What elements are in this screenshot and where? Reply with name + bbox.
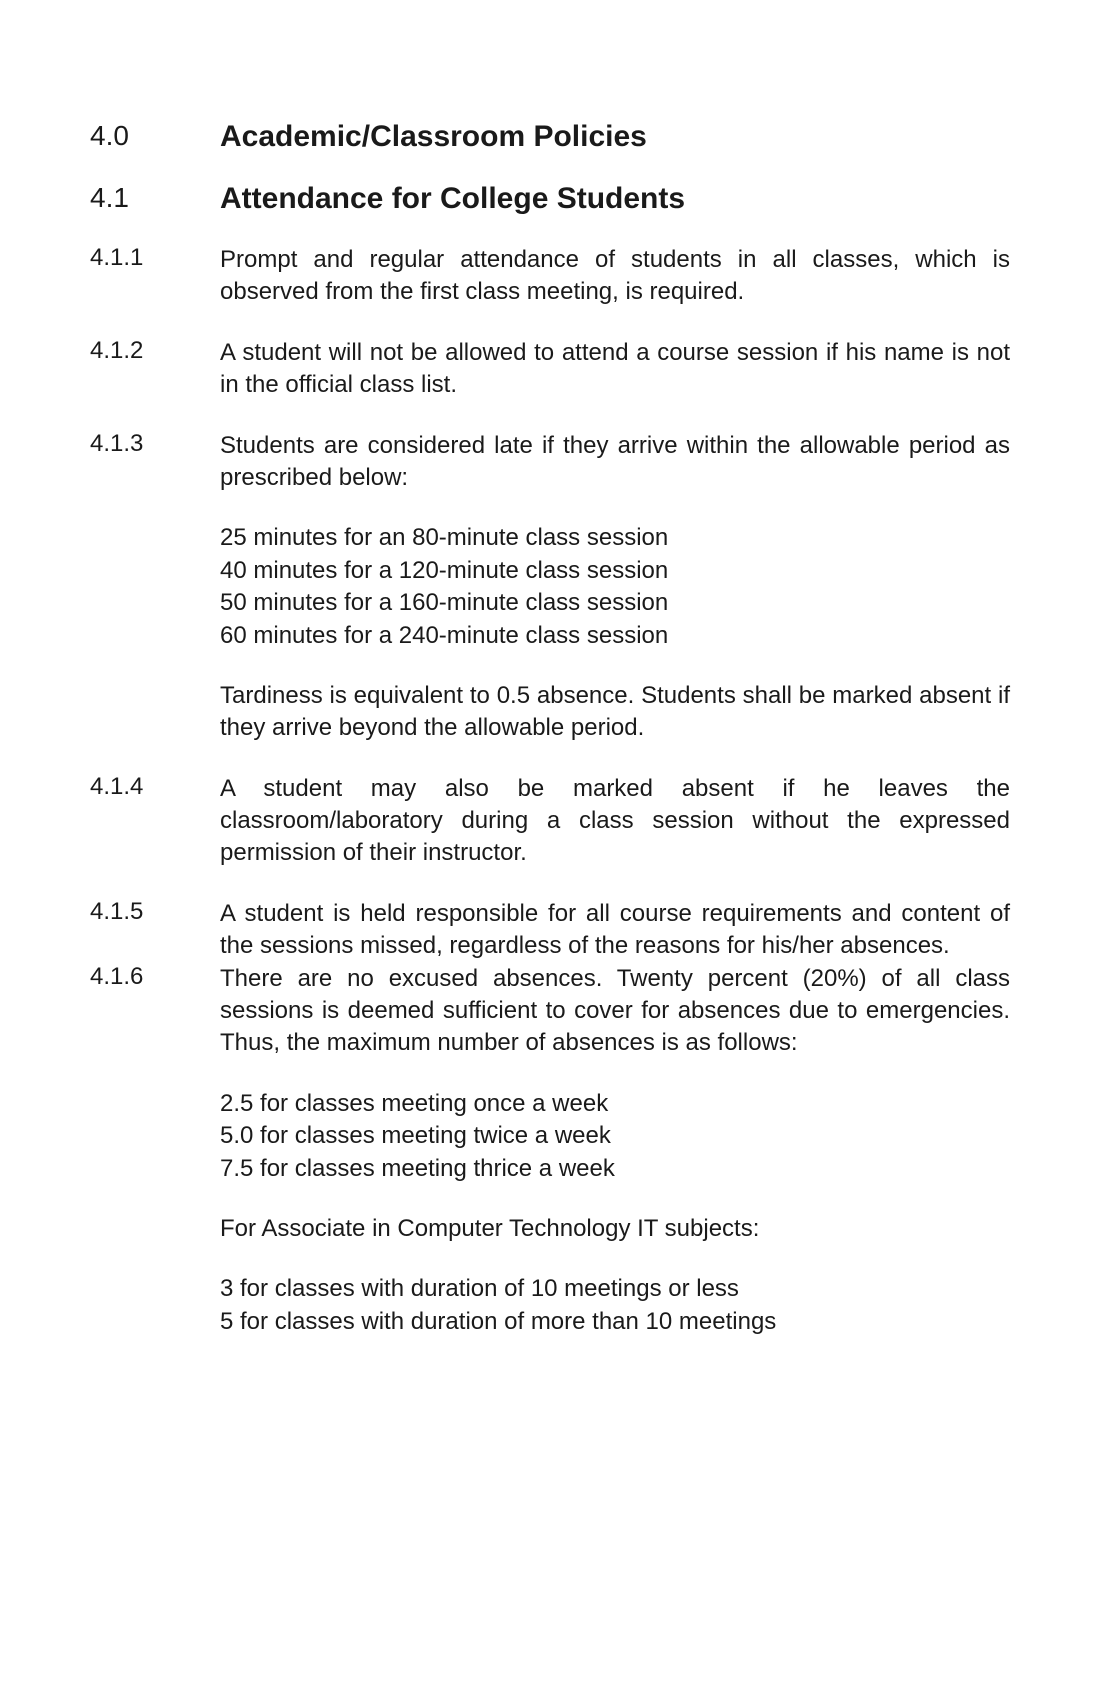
policy-text: A student may also be marked absent if h… — [220, 773, 1010, 870]
absence-rule: 5.0 for classes meeting twice a week — [220, 1120, 1010, 1152]
subsection-heading: 4.1 Attendance for College Students — [90, 182, 1010, 216]
policy-item: 4.1.1 Prompt and regular attendance of s… — [90, 244, 1010, 309]
subsection-title: Attendance for College Students — [220, 182, 685, 216]
policy-item: 4.1.3 Students are considered late if th… — [90, 430, 1010, 745]
tardiness-rule: 25 minutes for an 80-minute class sessio… — [220, 522, 1010, 554]
policy-item: 4.1.5 A student is held responsible for … — [90, 898, 1010, 963]
policy-text: There are no excused absences. Twenty pe… — [220, 963, 1010, 1339]
absence-rule: 3 for classes with duration of 10 meetin… — [220, 1273, 1010, 1305]
tardiness-rule: 50 minutes for a 160-minute class sessio… — [220, 587, 1010, 619]
policy-text: Students are considered late if they arr… — [220, 430, 1010, 745]
section-title: Academic/Classroom Policies — [220, 120, 647, 154]
absence-rule: 5 for classes with duration of more than… — [220, 1306, 1010, 1338]
tardiness-rule: 60 minutes for a 240-minute class sessio… — [220, 620, 1010, 652]
policy-item: 4.1.4 A student may also be marked absen… — [90, 773, 1010, 870]
absence-rule: 2.5 for classes meeting once a week — [220, 1088, 1010, 1120]
policy-number: 4.1.4 — [90, 773, 220, 870]
absence-subhead: For Associate in Computer Technology IT … — [220, 1213, 1010, 1245]
policy-number: 4.1.5 — [90, 898, 220, 963]
policy-item: 4.1.2 A student will not be allowed to a… — [90, 337, 1010, 402]
subsection-number: 4.1 — [90, 182, 220, 216]
tardiness-rule: 40 minutes for a 120-minute class sessio… — [220, 555, 1010, 587]
policy-text: A student is held responsible for all co… — [220, 898, 1010, 963]
policy-number: 4.1.2 — [90, 337, 220, 402]
section-number: 4.0 — [90, 120, 220, 154]
policy-number: 4.1.3 — [90, 430, 220, 745]
policy-lead-text: There are no excused absences. Twenty pe… — [220, 963, 1010, 1060]
policy-number: 4.1.1 — [90, 244, 220, 309]
absence-rule: 7.5 for classes meeting thrice a week — [220, 1153, 1010, 1185]
policy-number: 4.1.6 — [90, 963, 220, 1339]
policy-lead-text: Students are considered late if they arr… — [220, 430, 1010, 495]
policy-item: 4.1.6 There are no excused absences. Twe… — [90, 963, 1010, 1339]
policy-text: A student will not be allowed to attend … — [220, 337, 1010, 402]
tardiness-note: Tardiness is equivalent to 0.5 absence. … — [220, 680, 1010, 745]
policy-text: Prompt and regular attendance of student… — [220, 244, 1010, 309]
section-heading: 4.0 Academic/Classroom Policies — [90, 120, 1010, 154]
